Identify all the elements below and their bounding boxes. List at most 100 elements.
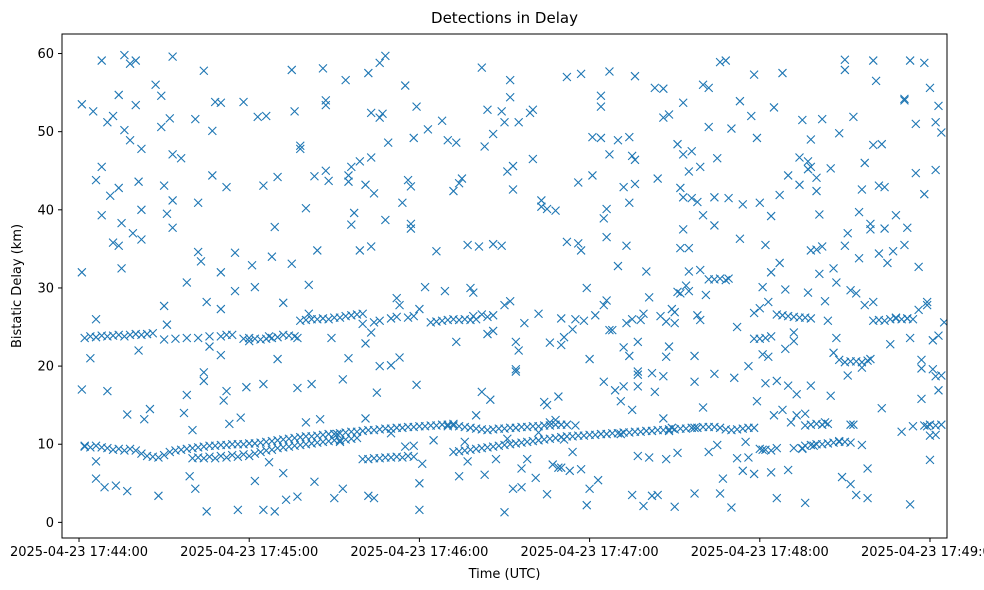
data-point [639, 309, 648, 319]
data-point [259, 181, 268, 190]
data-point [902, 314, 912, 323]
data-point [349, 208, 359, 218]
data-point [627, 490, 637, 500]
data-point [605, 67, 614, 76]
data-point [803, 288, 813, 298]
data-point [259, 379, 268, 389]
data-point [344, 177, 353, 187]
data-point [508, 161, 518, 171]
data-point [233, 505, 243, 515]
data-point [644, 292, 654, 302]
data-point [900, 240, 909, 250]
data-point [673, 287, 682, 297]
data-point [789, 328, 799, 337]
data-point [922, 297, 932, 307]
data-point [769, 410, 779, 420]
data-point [599, 300, 609, 310]
data-point [755, 303, 765, 313]
data-point [488, 326, 498, 336]
data-point [451, 138, 461, 148]
data-point [576, 246, 586, 255]
data-point [179, 408, 189, 418]
data-point [505, 92, 515, 102]
data-point [678, 98, 688, 108]
data-point [576, 69, 586, 79]
data-points-layer [77, 50, 947, 517]
data-point [627, 151, 637, 161]
data-point [565, 466, 575, 476]
data-point [715, 274, 725, 283]
data-point [505, 296, 515, 306]
y-tick-label: 50 [37, 125, 54, 140]
data-point [800, 498, 810, 508]
data-point [585, 354, 594, 364]
data-point [168, 223, 178, 233]
data-point [483, 105, 492, 115]
data-point [936, 371, 946, 380]
data-point [290, 332, 299, 341]
data-point [744, 361, 753, 371]
data-point [210, 453, 220, 463]
data-point [573, 178, 583, 187]
plot-area [77, 50, 947, 517]
data-point [846, 438, 855, 448]
data-point [488, 310, 498, 320]
y-axis: 0 10 20 30 40 50 60 [37, 47, 62, 531]
data-point [905, 500, 915, 509]
data-point [653, 490, 663, 500]
data-point [321, 96, 331, 105]
data-point [423, 124, 433, 134]
data-point [664, 110, 674, 119]
data-point [264, 332, 274, 341]
data-point [562, 72, 572, 82]
data-point [528, 105, 538, 115]
data-point [925, 455, 935, 465]
data-point [658, 84, 668, 94]
data-point [125, 135, 135, 145]
data-point [602, 204, 612, 214]
data-point [650, 83, 660, 93]
data-point [658, 414, 668, 423]
data-point [278, 468, 288, 478]
data-point [917, 394, 926, 404]
data-point [590, 310, 600, 320]
data-point [440, 286, 450, 296]
data-point [451, 337, 461, 347]
data-point [244, 336, 254, 346]
data-point [375, 361, 385, 371]
data-point [613, 261, 623, 271]
data-point [369, 317, 379, 327]
data-point [863, 464, 872, 473]
data-point [641, 267, 651, 276]
data-point [797, 444, 807, 454]
data-point [363, 68, 373, 78]
data-point [596, 133, 606, 143]
data-point [290, 106, 299, 116]
data-point [386, 428, 396, 438]
data-point [843, 371, 853, 380]
data-point [344, 171, 353, 180]
data-point [846, 479, 855, 489]
data-point [758, 445, 768, 455]
data-point [137, 449, 146, 458]
data-point [866, 224, 875, 234]
data-point [307, 379, 317, 389]
data-point [224, 419, 234, 429]
data-point [80, 441, 90, 451]
data-point [395, 353, 404, 362]
data-point [230, 286, 240, 296]
data-point [715, 423, 725, 433]
data-point [236, 413, 246, 423]
data-point [355, 156, 365, 166]
data-point [460, 437, 470, 447]
data-point [406, 181, 416, 191]
data-point [108, 238, 118, 248]
data-point [139, 414, 149, 424]
data-point [250, 282, 260, 292]
data-point [474, 242, 484, 251]
data-point [735, 96, 745, 106]
data-point [900, 94, 909, 104]
data-point [259, 505, 268, 515]
data-point [449, 419, 458, 429]
